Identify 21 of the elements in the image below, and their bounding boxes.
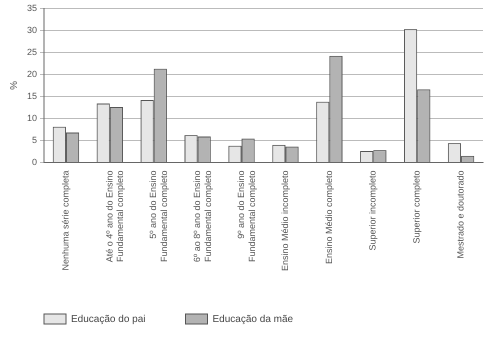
x-tick-label: Superior completo [412,170,422,244]
y-tick-label: 20 [26,68,38,79]
x-tick-label: Superior incompleto [368,170,378,250]
x-tick-label: Até o 4º ano do Ensino Fundamental completo [104,170,126,262]
x-tick-label: Mestrado e doutorado [456,170,466,259]
legend-label: Educação do pai [71,314,146,325]
x-tick-label: Nenhuma série completa [60,170,70,271]
x-tick-label: Ensino Médio incompleto [280,170,290,272]
y-tick-label: 10 [26,112,38,123]
legend-label: Educação da mãe [212,314,294,325]
x-tick-label: 6º ao 8º ano do Ensino Fundamental completo [192,170,213,262]
x-tick-label: 9º ano do Ensino Fundamental completo [236,170,257,262]
y-tick-label: 0 [32,156,38,167]
y-tick-label: 5 [32,134,38,145]
y-tick-label: 25 [26,46,38,57]
y-tick-label: 35 [26,2,38,13]
y-axis-title: % [8,80,20,90]
y-tick-label: 15 [26,90,38,101]
x-tick-label: Ensino Médio completo [324,170,334,264]
x-tick-label: 5º ano do Ensino Fundamental completo [148,170,170,262]
y-tick-label: 30 [26,24,38,35]
